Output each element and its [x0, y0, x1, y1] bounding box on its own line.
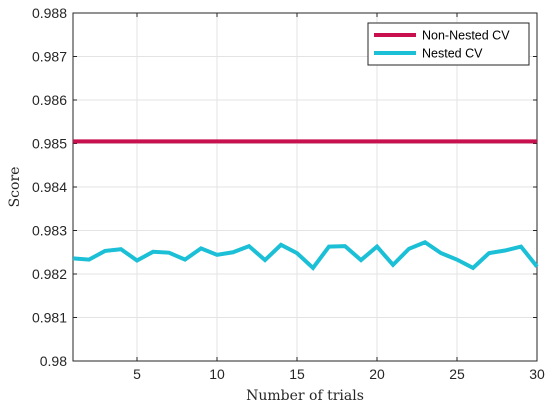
legend-label-non-nested-cv: Non-Nested CV	[422, 29, 510, 43]
x-tick-label: 20	[369, 366, 385, 382]
y-tick-label: 0.982	[32, 266, 67, 282]
y-axis-ticks: 0.98 0.981 0.982 0.983 0.984 0.985 0.986 0.987 0…	[32, 5, 537, 369]
grid	[73, 12, 538, 362]
y-tick-label: 0.988	[32, 5, 67, 21]
x-tick-label: 15	[289, 366, 305, 382]
x-tick-label: 25	[449, 366, 465, 382]
y-tick-label: 0.986	[32, 92, 67, 108]
y-tick-label: 0.981	[32, 310, 67, 326]
legend-entries: Non-Nested CV Nested CV	[374, 29, 510, 61]
x-axis-label: Number of trials	[246, 388, 364, 404]
x-tick-label: 30	[529, 366, 545, 382]
y-tick-label: 0.984	[32, 179, 67, 195]
series-line-nested-cv	[72, 239, 539, 271]
x-tick-label: 10	[209, 366, 225, 382]
x-axis-ticks: 5 10 15 20 25 30	[133, 13, 545, 382]
series-lines	[72, 139, 539, 271]
legend-box	[367, 22, 530, 66]
y-tick-label: 0.98	[40, 353, 67, 369]
legend-label-nested-cv: Nested CV	[422, 47, 483, 61]
x-tick-label: 5	[133, 366, 141, 382]
y-tick-label: 0.985	[32, 136, 67, 152]
y-axis-label: Score	[7, 167, 23, 208]
y-tick-label: 0.987	[32, 49, 67, 65]
legend: Non-Nested CV Nested CV	[367, 22, 530, 66]
y-tick-label: 0.983	[32, 223, 67, 239]
